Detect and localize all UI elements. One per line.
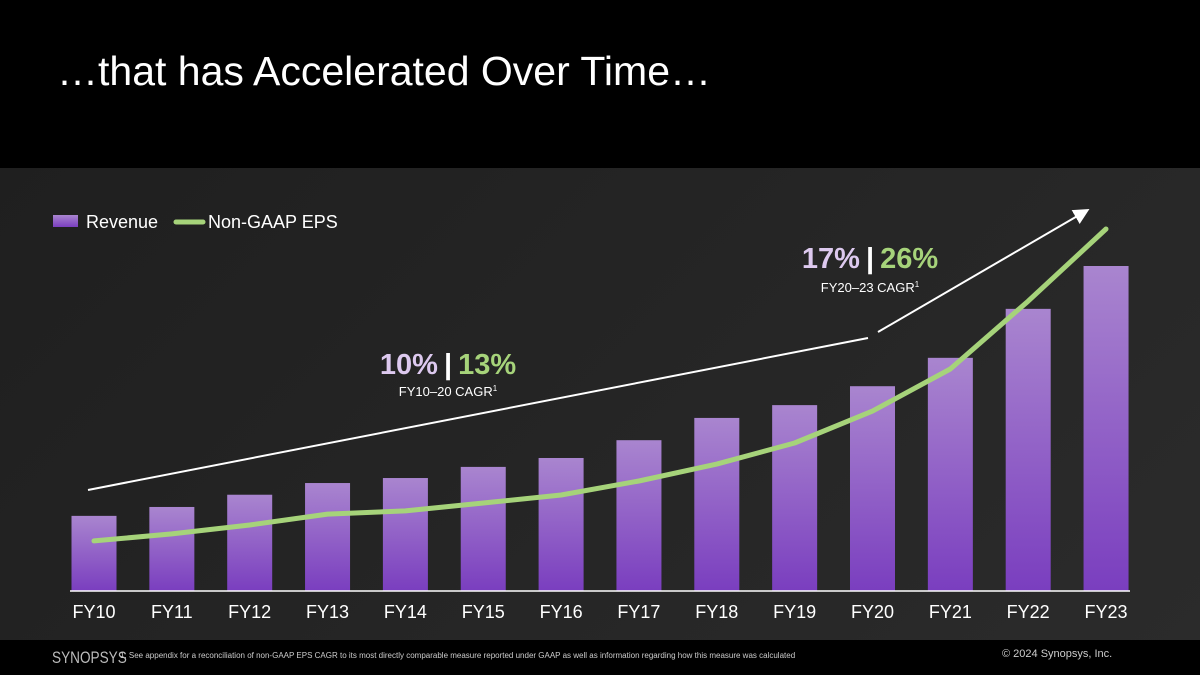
revenue-bar-fy21 [927, 357, 973, 591]
x-tick-label: FY19 [773, 602, 816, 622]
x-tick-label: FY21 [929, 602, 972, 622]
revenue-bar-fy22 [1005, 308, 1051, 591]
cagr-label: FY20–23 CAGR [821, 280, 915, 295]
cagr-fy20-23-values: 17% | 26% [802, 243, 938, 275]
revenue-bar-fy18 [694, 417, 740, 591]
cagr-eps: 13% [458, 349, 516, 381]
x-tick-label: FY13 [306, 602, 349, 622]
x-tick-label: FY10 [72, 602, 115, 622]
x-tick-label: FY17 [617, 602, 660, 622]
legend-eps-label: Non-GAAP EPS [208, 212, 338, 232]
trend-arrow-fy10-20 [87, 337, 869, 491]
x-tick-label: FY14 [384, 602, 427, 622]
revenue-bar-fy14 [382, 478, 428, 591]
x-tick-label: FY16 [540, 602, 583, 622]
eps-line [91, 226, 1109, 544]
chart-panel [0, 168, 1200, 640]
title-band: …that has Accelerated Over Time… [0, 0, 1200, 168]
revenue-bar-fy13 [305, 483, 351, 591]
revenue-bar-fy16 [538, 457, 584, 591]
trend-arrow-fy20-23 [877, 208, 1090, 333]
footer [0, 640, 1200, 675]
cagr-fy10-20-values: 10% | 13% [380, 349, 516, 381]
x-tick-label: FY11 [151, 602, 193, 622]
legend-revenue-label: Revenue [86, 212, 158, 232]
footnote-ref: 1 [915, 280, 920, 289]
cagr-revenue: 17% [802, 243, 860, 275]
revenue-bar-fy20 [850, 386, 895, 591]
x-tick-label: FY18 [695, 602, 738, 622]
cagr-revenue: 10% [380, 349, 438, 381]
revenue-bar-fy10 [71, 515, 117, 591]
x-tick-label: FY23 [1085, 602, 1128, 622]
x-tick-label: FY15 [462, 602, 505, 622]
page-title: …that has Accelerated Over Time… [57, 48, 711, 94]
copyright: © 2024 Synopsys, Inc. [1002, 648, 1113, 660]
separator: | [444, 349, 452, 381]
separator: | [866, 243, 874, 275]
x-tick-label: FY12 [228, 602, 271, 622]
revenue-bar-fy23 [1083, 266, 1129, 591]
cagr-eps: 26% [880, 243, 938, 275]
cagr-label: FY10–20 CAGR [399, 384, 493, 399]
legend-revenue-swatch [53, 215, 78, 227]
revenue-bar-fy11 [149, 506, 195, 591]
revenue-bar-fy15 [460, 466, 506, 591]
footnote: 1. See appendix for a reconciliation of … [120, 651, 796, 660]
revenue-bar-fy12 [227, 494, 273, 591]
revenue-bar-fy17 [616, 440, 662, 591]
revenue-bar-fy19 [772, 405, 818, 591]
cagr-fy20-23-label: FY20–23 CAGR1 [821, 280, 920, 295]
x-tick-label: FY20 [851, 602, 894, 622]
synopsys-logo: SYNOPSYS [52, 648, 127, 667]
cagr-fy10-20-label: FY10–20 CAGR1 [399, 384, 498, 399]
footnote-ref: 1 [493, 384, 498, 393]
x-tick-label: FY22 [1007, 602, 1050, 622]
